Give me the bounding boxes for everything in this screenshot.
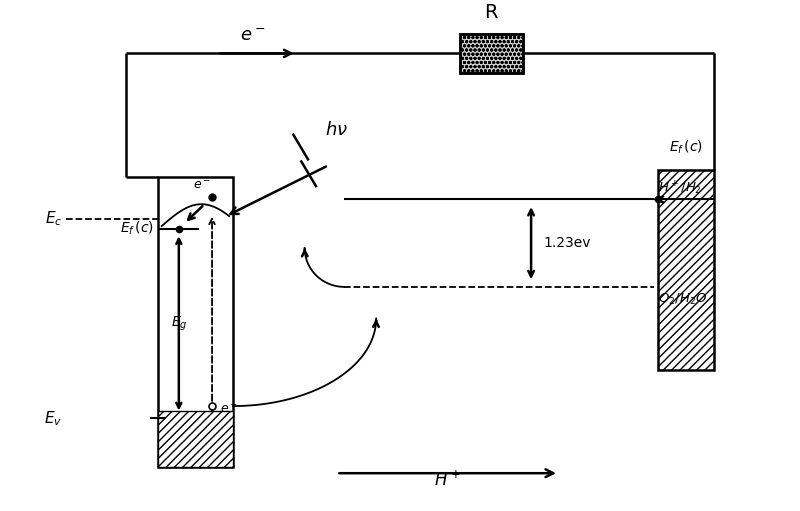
Bar — [658, 170, 714, 369]
Text: $e^-$: $e^-$ — [240, 27, 266, 44]
Text: $e^-$: $e^-$ — [194, 179, 212, 192]
Text: $E_f\,(c)$: $E_f\,(c)$ — [669, 138, 703, 155]
Text: $E_f\,(c)$: $E_f\,(c)$ — [120, 220, 154, 237]
Bar — [158, 177, 233, 467]
Text: $H^+$: $H^+$ — [434, 471, 461, 490]
Text: $E_c$: $E_c$ — [45, 210, 62, 228]
Text: $e^+$: $e^+$ — [220, 401, 238, 416]
Text: $E_g$: $E_g$ — [170, 314, 187, 333]
Text: $O_2/H_2O$: $O_2/H_2O$ — [658, 292, 707, 307]
Bar — [459, 34, 523, 73]
Text: R: R — [485, 3, 498, 22]
Bar — [459, 34, 523, 73]
Bar — [158, 411, 233, 467]
Text: $H^+/H_2$: $H^+/H_2$ — [658, 179, 702, 197]
Text: $E_v$: $E_v$ — [44, 409, 62, 428]
Text: 1.23ev: 1.23ev — [543, 236, 590, 250]
Text: $h\nu$: $h\nu$ — [325, 121, 347, 138]
